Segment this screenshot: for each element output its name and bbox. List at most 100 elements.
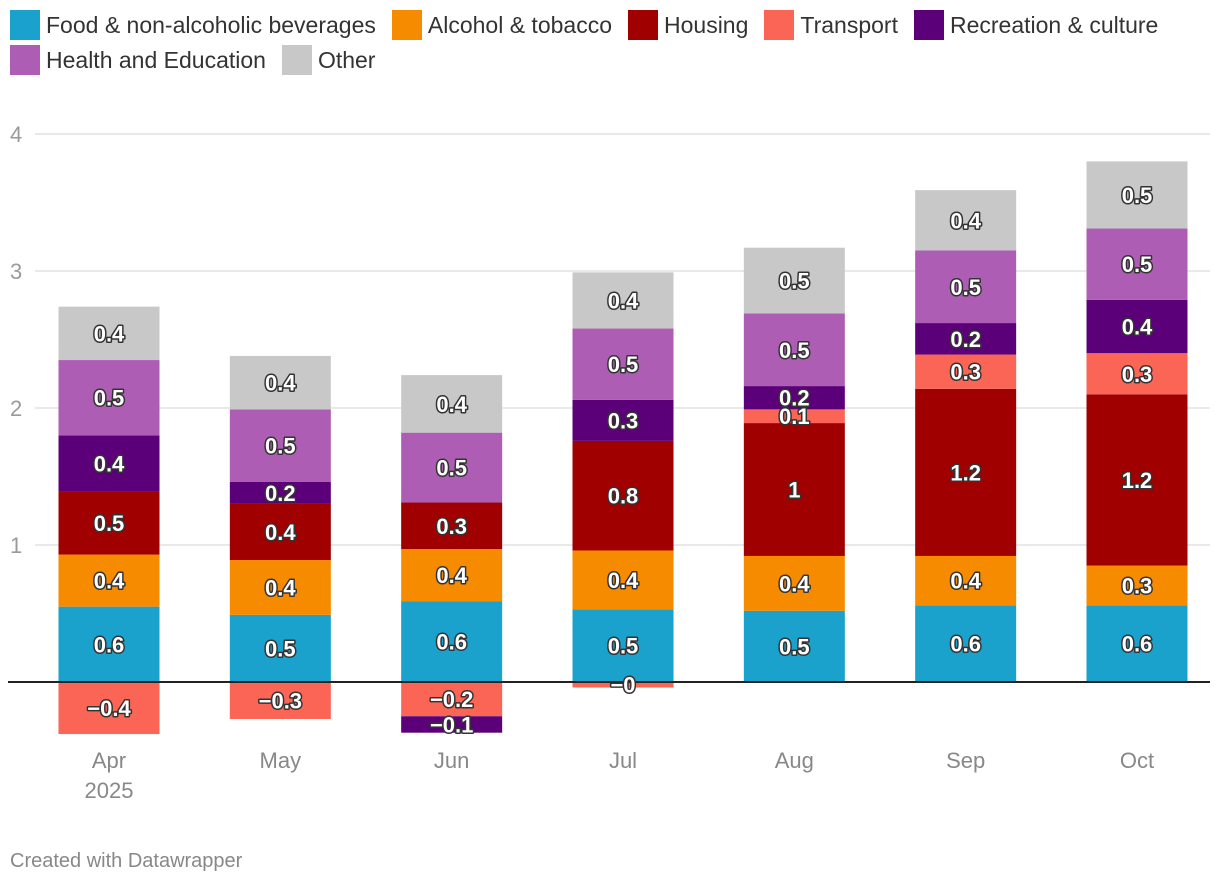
bar-segment xyxy=(229,560,331,615)
x-tick-label: Apr xyxy=(92,748,126,773)
x-tick-label: Sep xyxy=(946,748,985,773)
data-label: −0 xyxy=(610,673,635,698)
legend-label: Housing xyxy=(664,12,749,38)
bar-segment xyxy=(58,682,160,735)
legend-swatch xyxy=(764,10,795,40)
bar-segment xyxy=(401,601,503,682)
legend-swatch xyxy=(628,10,658,40)
legend-item: Health and Education xyxy=(10,43,266,78)
bar-segment xyxy=(401,549,503,602)
legend-swatch xyxy=(10,10,40,40)
legend-item: Transport xyxy=(764,8,898,43)
data-label: 0.5 xyxy=(1122,252,1153,277)
bar-segment xyxy=(58,435,160,492)
legend-label: Recreation & culture xyxy=(949,12,1159,38)
data-label: 0.6 xyxy=(1122,632,1153,657)
data-label: 0.8 xyxy=(608,484,639,509)
bar-segment xyxy=(915,354,1017,389)
bar-segment xyxy=(572,440,674,551)
bar-segment xyxy=(401,502,503,550)
data-label: 0.4 xyxy=(779,571,810,596)
data-label: 0.4 xyxy=(608,568,639,593)
x-tick-label: Aug xyxy=(775,748,814,773)
data-label: 0.4 xyxy=(265,371,296,396)
data-label: 0.5 xyxy=(436,456,467,481)
legend-swatch xyxy=(913,10,944,40)
bar-segment xyxy=(58,360,160,436)
data-label: 1.2 xyxy=(1122,468,1153,493)
data-label: 0.5 xyxy=(608,634,639,659)
data-label: 0.5 xyxy=(265,434,296,459)
bar-segment xyxy=(915,388,1017,556)
data-label: 0.5 xyxy=(779,634,810,659)
x-tick-label: May xyxy=(260,748,302,773)
data-label: 0.5 xyxy=(779,338,810,363)
data-label: 0.6 xyxy=(436,630,467,655)
bar-segment xyxy=(1086,161,1188,229)
legend-label: Other xyxy=(317,47,376,73)
data-label: 0.5 xyxy=(950,275,981,300)
legend-item: Alcohol & tobacco xyxy=(391,8,612,43)
data-label: 0.2 xyxy=(265,481,296,506)
bar-segment xyxy=(401,375,503,433)
x-tick-label: Jun xyxy=(434,748,469,773)
legend-label: Alcohol & tobacco xyxy=(427,12,612,38)
bar-segment xyxy=(1086,605,1188,682)
data-label: 0.4 xyxy=(265,520,296,545)
legend-swatch xyxy=(391,10,422,40)
bar-segment xyxy=(572,609,674,682)
bar-segment xyxy=(915,605,1017,682)
data-label: 0.2 xyxy=(779,386,810,411)
bar-segment xyxy=(58,606,160,682)
bar-segment xyxy=(58,554,160,607)
bar-segment xyxy=(743,247,845,314)
bar-segment xyxy=(572,550,674,610)
data-label: 0.3 xyxy=(436,514,467,539)
legend-label: Food & non-alcoholic beverages xyxy=(46,12,376,38)
data-label: 0.4 xyxy=(436,392,467,417)
bar-segment xyxy=(915,250,1017,324)
data-label: 0.5 xyxy=(94,511,125,536)
data-label: 0.4 xyxy=(1122,314,1153,339)
data-label: 0.4 xyxy=(950,569,981,594)
data-label: 0.4 xyxy=(950,208,981,233)
y-tick-label: 2 xyxy=(10,396,22,421)
data-label: 0.3 xyxy=(1122,573,1153,598)
legend-label: Health and Education xyxy=(46,47,266,73)
bar-segment xyxy=(572,272,674,329)
data-label: 0.6 xyxy=(950,632,981,657)
bar-segment xyxy=(1086,228,1188,300)
chart-legend: Food & non-alcoholic beverages Alcohol & … xyxy=(10,8,1200,78)
data-label: −0.1 xyxy=(430,712,473,737)
data-label: 0.4 xyxy=(436,563,467,588)
bar-segment xyxy=(58,491,160,555)
bar-segment xyxy=(743,386,845,410)
x-tick-label: Oct xyxy=(1120,748,1154,773)
legend-label: Transport xyxy=(800,12,898,38)
legend-item: Housing xyxy=(628,8,748,43)
data-label: 0.4 xyxy=(94,569,125,594)
data-label: 0.5 xyxy=(608,352,639,377)
bar-segment xyxy=(229,355,331,410)
legend-item: Recreation & culture xyxy=(913,8,1159,43)
bar-segment xyxy=(743,409,845,424)
bar-segment xyxy=(915,190,1017,251)
x-tick-label: Jul xyxy=(609,748,637,773)
bar-segment xyxy=(743,555,845,611)
data-label: 0.3 xyxy=(1122,362,1153,387)
data-label: −0.4 xyxy=(87,696,131,721)
data-label: 1.2 xyxy=(950,460,981,485)
data-label: 0.5 xyxy=(265,636,296,661)
y-tick-label: 4 xyxy=(10,122,22,147)
bar-segment xyxy=(229,409,331,482)
bar-segment xyxy=(58,306,160,361)
data-label: 0.5 xyxy=(94,386,125,411)
legend-swatch xyxy=(281,45,312,75)
bar-segment xyxy=(229,481,331,504)
bar-segment xyxy=(1086,565,1188,606)
data-label: 0.3 xyxy=(608,408,639,433)
legend-swatch xyxy=(10,45,40,75)
bar-segment xyxy=(572,682,674,688)
data-label: −0.2 xyxy=(430,687,473,712)
